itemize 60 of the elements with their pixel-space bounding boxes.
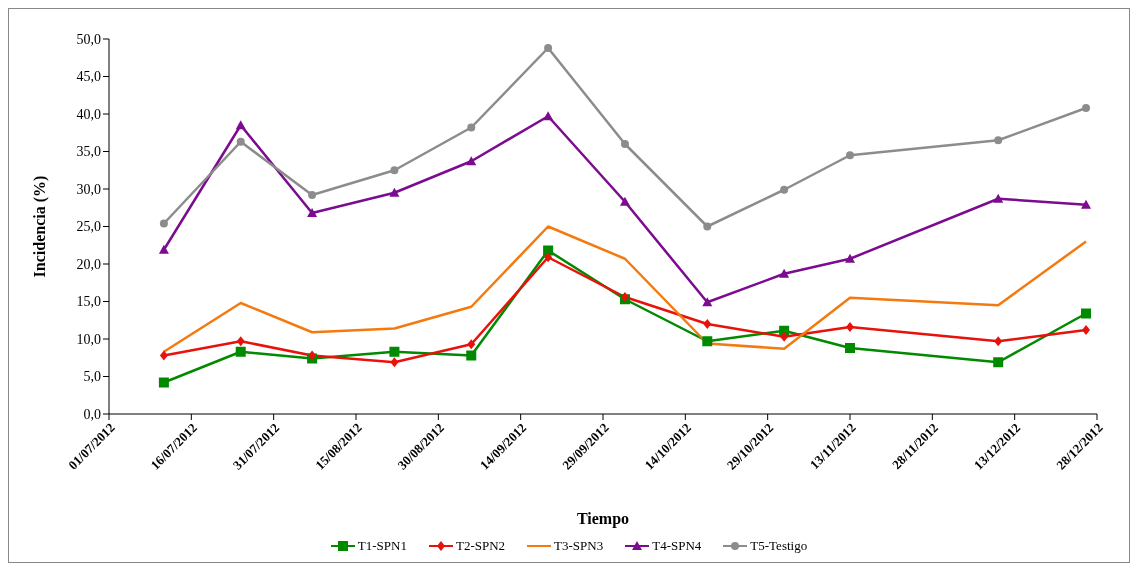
point [702, 336, 713, 347]
point [466, 156, 477, 166]
point [235, 120, 246, 130]
x-axis-title: Tiempo [576, 510, 630, 528]
point [846, 322, 854, 332]
point [993, 193, 1004, 203]
y-tick-label: 30,0 [76, 181, 101, 197]
point [703, 319, 712, 329]
point [779, 268, 790, 278]
point [702, 297, 713, 307]
point [235, 346, 246, 357]
point [619, 196, 630, 206]
legend-label: T1-SPN1 [356, 538, 407, 554]
point [390, 357, 399, 368]
point [1082, 325, 1091, 335]
point [236, 336, 245, 347]
point [159, 350, 168, 361]
y-tick-label: 0,0 [83, 406, 101, 422]
point [1082, 104, 1091, 112]
point [159, 219, 168, 228]
point [466, 350, 477, 361]
point [544, 252, 553, 263]
point [158, 377, 169, 388]
point [780, 331, 789, 342]
y-axis-title: Incidencia (%) [30, 175, 49, 278]
point [1081, 199, 1092, 209]
legend-label: T4-SPN4 [651, 538, 702, 554]
y-tick-label: 20,0 [76, 256, 101, 272]
point [389, 187, 400, 197]
point [236, 137, 245, 146]
point [307, 208, 318, 217]
point [780, 185, 789, 194]
point [620, 140, 629, 148]
point [308, 191, 317, 199]
point [845, 253, 855, 263]
point [994, 336, 1003, 347]
point [1081, 308, 1092, 319]
legend-label: T5-Testigo [749, 538, 808, 554]
y-tick-label: 40,0 [76, 106, 101, 122]
point [846, 151, 854, 160]
point [467, 123, 476, 132]
point [845, 343, 855, 353]
legend-label: T3-SPN3 [553, 538, 604, 554]
y-tick-label: 25,0 [76, 219, 101, 235]
point [994, 136, 1003, 145]
point [543, 111, 554, 121]
legend-label: T2-SPN2 [454, 538, 506, 554]
point [158, 244, 169, 254]
point [389, 346, 400, 357]
y-tick-label: 50,0 [76, 31, 101, 47]
point [467, 339, 476, 350]
point [544, 44, 553, 52]
y-tick-label: 15,0 [76, 294, 101, 310]
y-tick-label: 35,0 [76, 144, 101, 160]
y-tick-label: 10,0 [76, 331, 101, 347]
point [703, 222, 712, 231]
y-tick-label: 5,0 [83, 369, 101, 385]
y-tick-label: 45,0 [76, 69, 101, 85]
point [993, 357, 1004, 368]
point [390, 166, 399, 175]
